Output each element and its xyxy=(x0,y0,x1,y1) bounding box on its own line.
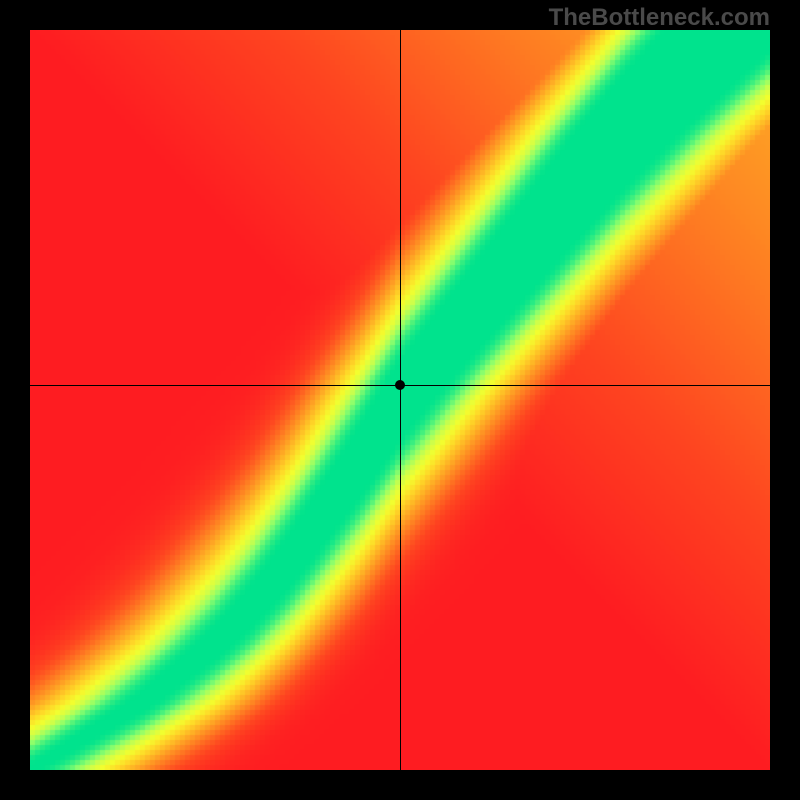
crosshair-vertical xyxy=(400,30,401,770)
chart-container: TheBottleneck.com xyxy=(0,0,800,800)
crosshair-marker xyxy=(395,380,405,390)
watermark-text: TheBottleneck.com xyxy=(549,4,770,32)
